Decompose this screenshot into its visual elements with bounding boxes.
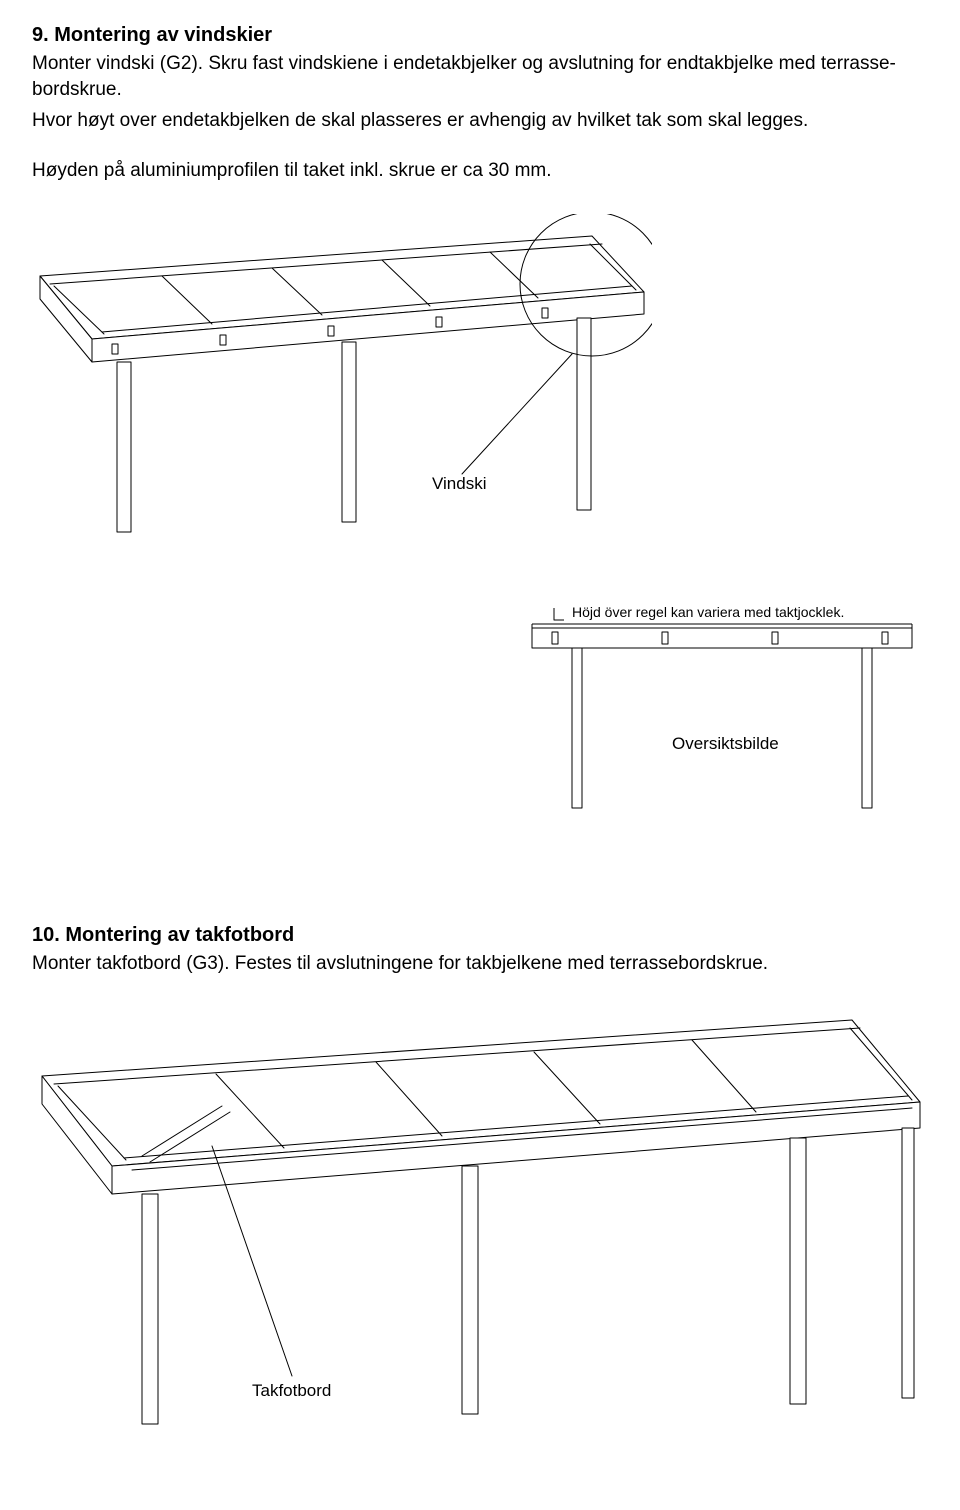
section10-heading: 10. Montering av takfotbord	[32, 924, 928, 947]
label-hojd: Höjd över regel kan variera med taktjock…	[572, 604, 844, 620]
diagram-takfotbord: Takfotbord	[32, 1006, 928, 1466]
diagram-vindski-main: Vindski	[32, 214, 928, 584]
section10-p1: Monter takfotbord (G3). Festes til avslu…	[32, 951, 928, 977]
label-oversikt: Oversiktsbilde	[672, 734, 779, 754]
pergola-overview-svg	[512, 604, 932, 824]
pergola-takfotbord-svg	[32, 1006, 932, 1446]
diagram-oversikt: Höjd över regel kan variera med taktjock…	[512, 604, 952, 864]
section9-p3: Høyden på aluminiumprofilen til taket in…	[32, 158, 928, 184]
section9-p1: Monter vindski (G2). Skru fast vindskien…	[32, 51, 928, 102]
label-takfotbord: Takfotbord	[252, 1381, 331, 1401]
section9-heading: 9. Montering av vindskier	[32, 24, 928, 47]
pergola-main-svg	[32, 214, 652, 544]
section9-p2: Hvor høyt over endetakbjelken de skal pl…	[32, 108, 928, 134]
label-vindski: Vindski	[432, 474, 487, 494]
